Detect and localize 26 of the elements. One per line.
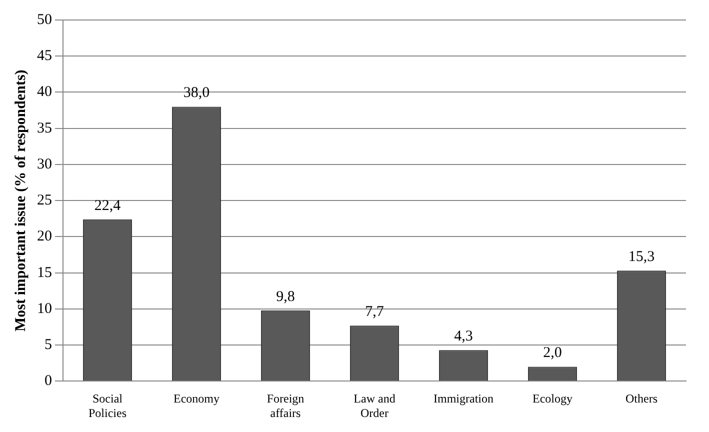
y-tick-label: 50 — [37, 12, 52, 28]
y-axis-title: Most important issue (% of respondents) — [12, 70, 29, 332]
data-label: 4,3 — [454, 328, 473, 345]
x-tick-label: Economy — [174, 392, 220, 406]
y-tick-label: 20 — [37, 228, 52, 245]
data-label: 38,0 — [183, 85, 210, 102]
data-label: 22,4 — [94, 198, 122, 214]
data-label: 7,7 — [365, 304, 384, 320]
x-tick-label: Law and Order — [354, 392, 396, 420]
data-label: 2,0 — [543, 345, 562, 362]
x-tick-label: Social Policies — [88, 392, 127, 420]
y-tick-label: 40 — [37, 84, 52, 100]
y-tick-label: 0 — [44, 373, 52, 390]
y-tick-label: 5 — [44, 337, 52, 354]
data-label: 9,8 — [276, 288, 295, 305]
x-tick-label: Ecology — [532, 392, 572, 406]
x-tick-label: Immigration — [434, 392, 494, 406]
y-tick-label: 45 — [37, 48, 52, 64]
y-tick-label: 15 — [37, 264, 52, 281]
y-tick-label: 10 — [37, 300, 52, 317]
x-tick-label: Foreign affairs — [266, 392, 304, 420]
data-label: 15,3 — [628, 249, 655, 266]
y-tick-label: 25 — [37, 192, 52, 209]
y-tick-label: 30 — [37, 156, 52, 172]
x-tick-label: Others — [626, 392, 658, 406]
y-tick-label: 35 — [37, 120, 52, 136]
